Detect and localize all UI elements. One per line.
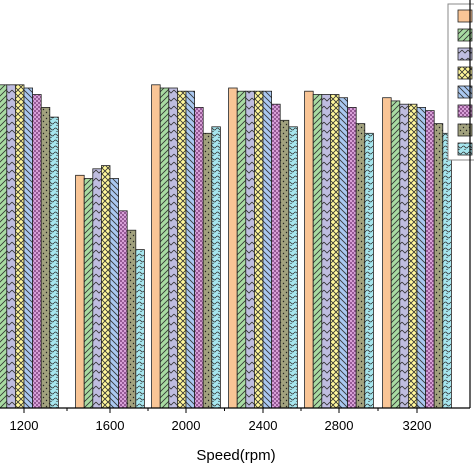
x-tick-label: 2800: [325, 418, 354, 433]
bar-2000-series-7: [202, 132, 213, 409]
bar-2000-series-4: [176, 90, 187, 409]
bar-2400-series-6: [271, 103, 281, 409]
x-tick-label: 3200: [403, 418, 432, 433]
legend-swatch-series-4: [457, 66, 473, 80]
bar-2400-series-1: [228, 87, 238, 409]
bar-2800-series-1: [304, 90, 314, 409]
bar-3200-series-6: [425, 110, 435, 409]
bar-2000-series-6: [194, 107, 204, 409]
bar-1200-series-7: [40, 107, 51, 409]
legend-swatch-series-5: [457, 85, 473, 99]
legend-swatch-series-6: [457, 104, 473, 118]
bar-3200-series-7: [433, 123, 444, 409]
bar-2000-series-3: [168, 87, 178, 409]
x-tick-label: 1200: [10, 418, 39, 433]
x-tick-label: 1600: [96, 418, 125, 433]
legend-swatch-series-7: [457, 123, 473, 137]
bar-2400-series-8: [288, 126, 298, 409]
bar-1200-series-8: [49, 116, 59, 409]
bar-1600-series-2: [83, 178, 94, 409]
bar-1600-series-7: [126, 229, 137, 409]
x-axis-label: Speed(rpm): [196, 447, 275, 464]
legend-swatch-series-1: [457, 9, 473, 23]
bar-3200-series-5: [416, 107, 427, 409]
legend-swatch-series-3: [457, 47, 473, 61]
bar-1200-series-2: [0, 84, 8, 409]
bar-1200-series-6: [32, 94, 42, 409]
bar-2800-series-6: [347, 107, 357, 409]
bar-2800-series-3: [321, 94, 331, 409]
bar-2000-series-1: [151, 84, 161, 409]
bar-2800-series-8: [364, 132, 374, 409]
bar-3200-series-4: [407, 103, 418, 409]
bar-2400-series-2: [236, 90, 247, 409]
bar-3200-series-1: [382, 97, 392, 409]
bar-1600-series-1: [75, 174, 85, 409]
bar-3200-series-3: [399, 103, 409, 409]
bar-1200-series-5: [23, 87, 34, 409]
bar-1200-series-3: [6, 84, 16, 409]
bar-2400-series-4: [253, 90, 264, 409]
bar-2800-series-7: [355, 123, 366, 409]
bar-2800-series-4: [329, 94, 340, 409]
bar-2800-series-5: [338, 97, 349, 409]
bar-2400-series-3: [245, 90, 255, 409]
bar-1600-series-5: [109, 178, 120, 409]
x-tick-label: 2400: [249, 418, 278, 433]
bar-2000-series-5: [185, 90, 196, 409]
bar-1200-series-4: [14, 84, 25, 409]
bar-2000-series-8: [211, 126, 221, 409]
bar-1600-series-3: [92, 168, 102, 409]
bar-2400-series-7: [279, 119, 290, 409]
legend-swatch-series-8: [457, 142, 473, 156]
bar-1600-series-4: [101, 165, 111, 409]
bar-1600-series-8: [135, 249, 145, 409]
x-ticks: 1200 1600 2000 2400 2800 3200: [10, 408, 432, 433]
bar-2800-series-2: [312, 94, 323, 409]
legend-swatch-series-2: [457, 28, 473, 42]
bars-layer: [0, 84, 452, 409]
bar-2000-series-2: [159, 87, 170, 409]
axes: [0, 0, 471, 409]
bar-1600-series-6: [118, 210, 128, 409]
x-tick-label: 2000: [172, 418, 201, 433]
bar-2400-series-5: [262, 90, 273, 409]
bar-3200-series-8: [442, 132, 452, 409]
bar-3200-series-2: [390, 100, 401, 409]
